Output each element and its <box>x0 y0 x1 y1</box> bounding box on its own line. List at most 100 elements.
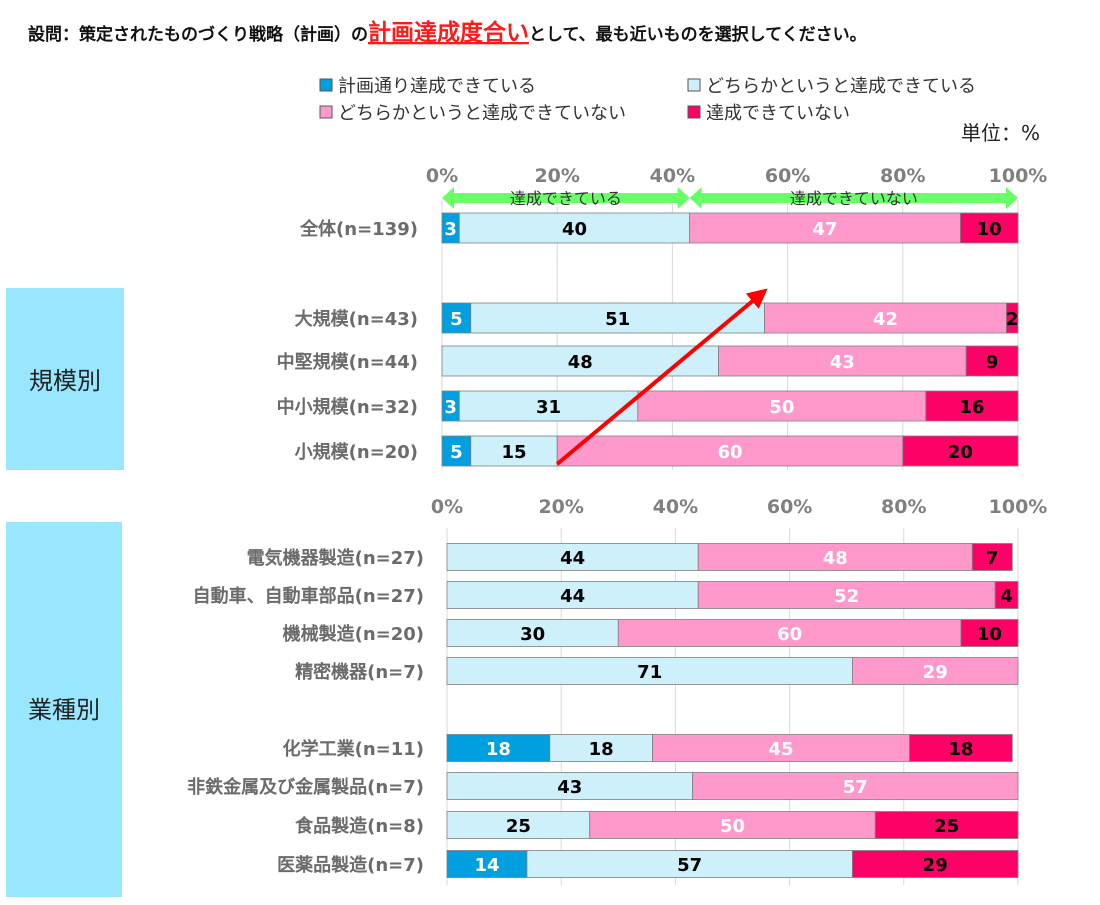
bar-segment <box>617 619 962 647</box>
tick-label: 0% <box>431 496 463 518</box>
data-label: 51 <box>605 309 630 330</box>
data-label: 60 <box>717 442 742 463</box>
category-label: 小規模(n=20) <box>295 441 418 463</box>
data-label: 25 <box>934 816 959 837</box>
data-label: 44 <box>560 548 585 569</box>
bar-segment <box>589 811 876 839</box>
category-label: 大規模(n=43) <box>295 308 418 330</box>
legend-label-s3: どちらかというと達成できていない <box>338 103 626 124</box>
question-prefix: 設問：策定されたものづくり戦略（計画）の <box>28 24 368 45</box>
bar-segment <box>526 850 853 878</box>
bar-segment <box>441 435 472 467</box>
legend-label-s4: 達成できていない <box>706 103 850 124</box>
data-label: 57 <box>843 777 868 798</box>
bar-segment <box>446 850 528 878</box>
legend-label-s2: どちらかというと達成できている <box>706 76 976 97</box>
annotations <box>442 187 1018 466</box>
bar-segment <box>960 619 1019 647</box>
tick-label: 60% <box>765 165 810 187</box>
tick-label: 100% <box>989 496 1048 518</box>
data-label: 43 <box>557 777 582 798</box>
category-label: 医薬品製造(n=7) <box>277 854 424 876</box>
data-label: 29 <box>923 662 948 683</box>
data-label: 30 <box>520 624 545 645</box>
tick-label: 60% <box>767 496 812 518</box>
bar-segment <box>852 657 1019 685</box>
category-label: 全体(n=139) <box>299 218 418 240</box>
bar-segment <box>652 734 910 762</box>
category-label: 電気機器製造(n=27) <box>247 547 424 569</box>
data-label: 10 <box>977 624 1002 645</box>
category-label: 化学工業(n=11) <box>283 738 424 760</box>
bar-segment <box>549 734 653 762</box>
data-label: 14 <box>474 855 499 876</box>
data-label: 7 <box>986 548 999 569</box>
unit-label: 単位：% <box>961 121 1040 145</box>
data-label: 2 <box>1006 309 1019 330</box>
legend-swatch-s2 <box>687 78 701 92</box>
legend-swatch-s3 <box>319 105 333 119</box>
bar-segment <box>697 581 996 609</box>
data-label: 31 <box>536 397 561 418</box>
data-label: 50 <box>769 397 794 418</box>
bar-segment <box>1006 302 1019 334</box>
data-label: 42 <box>873 309 898 330</box>
group-box-industry <box>6 522 122 897</box>
data-label: 71 <box>637 662 662 683</box>
data-label: 40 <box>562 219 587 240</box>
category-label: 食品製造(n=8) <box>294 815 424 837</box>
category-label: 精密機器(n=7) <box>295 661 424 683</box>
category-label: 非鉄金属及び金属製品(n=7) <box>187 776 424 798</box>
category-label: 中小規模(n=32) <box>277 396 418 418</box>
category-label: 中堅規模(n=44) <box>277 351 418 373</box>
tick-label: 80% <box>880 165 925 187</box>
data-label: 44 <box>560 586 585 607</box>
bar-segment <box>446 657 853 685</box>
data-label: 5 <box>450 442 463 463</box>
data-label: 29 <box>923 855 948 876</box>
question-title: 設問：策定されたものづくり戦略（計画）の計画達成度合いとして、最も近いものを選択… <box>28 19 867 46</box>
group-box-size <box>6 288 124 470</box>
tick-label: 0% <box>426 165 458 187</box>
bars <box>441 212 1019 878</box>
bar-segment <box>909 734 1013 762</box>
tick-label: 40% <box>653 496 698 518</box>
bar-segment <box>470 302 765 334</box>
data-label: 48 <box>823 548 848 569</box>
group-label-size: 規模別 <box>29 367 101 395</box>
data-label: 18 <box>589 739 614 760</box>
bar-segment <box>971 543 1013 571</box>
category-label: 自動車、自動車部品(n=27) <box>193 585 424 607</box>
bar-segment <box>874 811 1019 839</box>
data-label: 57 <box>677 855 702 876</box>
legend-swatch-s4 <box>687 105 701 119</box>
bar-segment <box>852 850 1019 878</box>
data-label: 45 <box>769 739 794 760</box>
bar-segment <box>925 390 1019 422</box>
bar-segment <box>470 435 558 467</box>
bar-segment <box>446 772 693 800</box>
data-label: 4 <box>1000 586 1013 607</box>
data-label: 16 <box>959 397 984 418</box>
range-label: 達成できていない <box>790 189 918 208</box>
data-label: 10 <box>977 219 1002 240</box>
range-arrow <box>442 187 690 209</box>
range-arrow <box>689 187 1018 209</box>
tick-label: 80% <box>881 496 926 518</box>
tick-label: 100% <box>989 165 1048 187</box>
data-label: 50 <box>720 816 745 837</box>
tick-label: 20% <box>534 165 579 187</box>
data-label: 3 <box>444 397 457 418</box>
legend-swatch-s1 <box>319 78 333 92</box>
data-label: 15 <box>501 442 526 463</box>
data-label: 18 <box>948 739 973 760</box>
bar-segment <box>446 543 699 571</box>
data-label: 47 <box>813 219 838 240</box>
category-label: 機械製造(n=20) <box>283 623 424 645</box>
bar-segment <box>718 345 967 377</box>
data-label: 43 <box>830 352 855 373</box>
bar-segment <box>446 734 551 762</box>
data-label: 9 <box>986 352 999 373</box>
question-suffix: として、最も近いものを選択してください。 <box>529 24 867 45</box>
